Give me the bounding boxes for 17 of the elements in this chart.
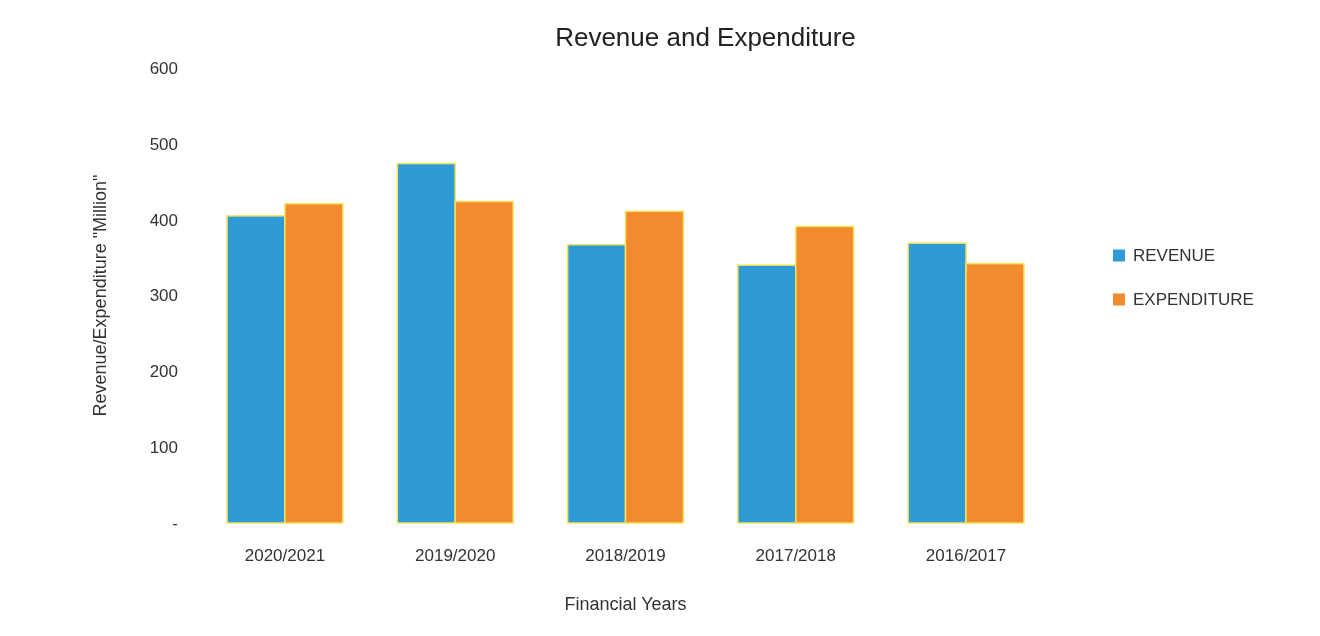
y-tick-label: 400 [149, 210, 178, 230]
y-tick-label: 200 [149, 362, 178, 382]
y-tick-label: 100 [149, 438, 178, 458]
x-tick-label: 2019/2020 [415, 546, 496, 565]
y-tick-label: 500 [149, 134, 178, 154]
x-tick-label: 2020/2021 [244, 546, 326, 565]
legend-label: EXPENDITURE [1133, 290, 1254, 310]
x-tick-label: 2016/2017 [925, 546, 1007, 565]
y-axis-title: Revenue/Expenditure "Million" [90, 174, 110, 417]
legend-label: REVENUE [1133, 246, 1216, 266]
x-axis-title: Financial Years [564, 594, 687, 614]
x-tick-label: 2017/2018 [755, 546, 836, 565]
chart-title: Revenue and Expenditure [555, 22, 856, 52]
y-tick-label: 300 [149, 286, 178, 306]
x-tick-label: 2018/2019 [585, 546, 666, 565]
y-tick-label: - [172, 513, 178, 533]
y-tick-label: 600 [149, 58, 178, 78]
